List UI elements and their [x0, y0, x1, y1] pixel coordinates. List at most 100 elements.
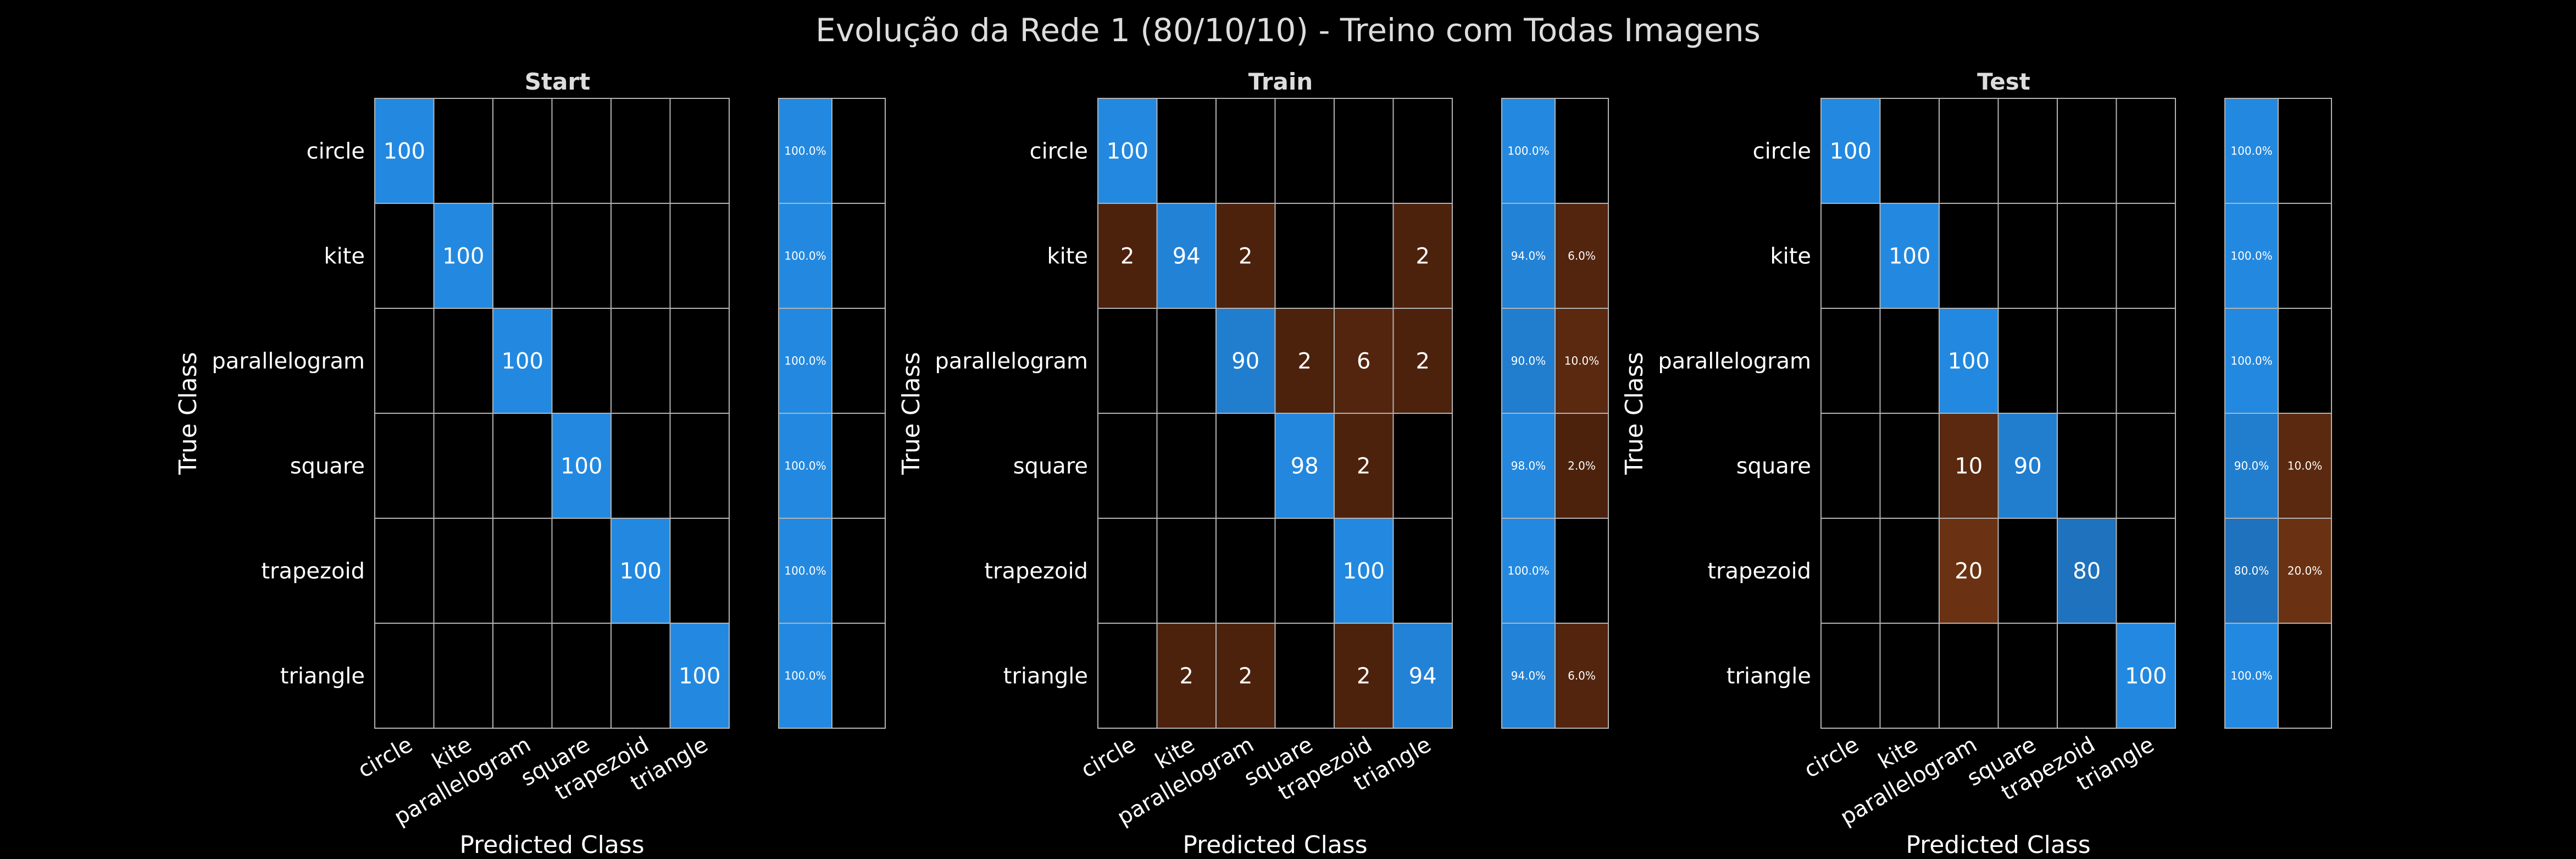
summary-cell	[831, 98, 886, 204]
cell-value: 2	[1180, 664, 1193, 689]
matrix-cell	[374, 413, 435, 519]
matrix-cell	[1820, 518, 1881, 624]
cell-value: 100	[560, 454, 602, 479]
summary-cell	[2224, 623, 2279, 729]
matrix-cell	[1215, 308, 1276, 414]
matrix-cell	[1997, 203, 2058, 309]
matrix-cell	[669, 98, 730, 204]
summary-cell	[2224, 98, 2279, 204]
cell-value: 90	[2014, 454, 2042, 479]
matrix-cell	[2116, 518, 2176, 624]
summary-cell	[778, 623, 832, 729]
cell-value: 2	[1298, 349, 1312, 374]
y-axis-label: True Class	[174, 352, 202, 475]
summary-cell	[831, 308, 886, 414]
summary-cell	[2224, 413, 2279, 519]
cell-value: 2	[1416, 244, 1430, 269]
matrix-cell	[1274, 518, 1335, 624]
matrix-cell	[1334, 413, 1394, 519]
matrix-cell	[1097, 518, 1158, 624]
cell-value: 80	[2073, 559, 2101, 584]
matrix-cell	[433, 98, 493, 204]
summary-value: 100.0%	[784, 564, 826, 578]
matrix-cell	[669, 308, 730, 414]
matrix-cell	[669, 518, 730, 624]
cell-value: 2	[1357, 664, 1370, 689]
y-tick-label: circle	[1030, 139, 1088, 164]
cell-value: 100	[679, 664, 720, 689]
x-axis-label: Predicted Class	[459, 831, 644, 859]
matrix-cell	[1939, 623, 1999, 729]
matrix-cell	[492, 413, 553, 519]
cell-value: 6	[1357, 349, 1370, 374]
x-axis-label: Predicted Class	[1182, 831, 1367, 859]
y-tick-label: triangle	[280, 664, 365, 689]
summary-cell	[778, 413, 832, 519]
summary-cell	[831, 518, 886, 624]
matrix-cell	[433, 623, 493, 729]
cell-value: 2	[1416, 349, 1430, 374]
matrix-cell	[1156, 623, 1217, 729]
summary-value: 100.0%	[784, 145, 826, 158]
matrix-cell	[1879, 98, 1940, 204]
matrix-cell	[2057, 308, 2117, 414]
cell-value: 100	[1107, 139, 1148, 164]
matrix-cell	[374, 308, 435, 414]
matrix-cell	[1097, 308, 1158, 414]
summary-value: 100.0%	[784, 669, 826, 683]
matrix-cell	[1334, 98, 1394, 204]
cell-value: 20	[1955, 559, 1983, 584]
matrix-cell	[1097, 623, 1158, 729]
summary-cell	[1555, 308, 1609, 414]
summary-cell	[831, 413, 886, 519]
summary-cell	[1501, 203, 1556, 309]
panel-title: Start	[525, 68, 590, 95]
summary-cell	[1555, 98, 1609, 204]
matrix-cell	[2116, 308, 2176, 414]
matrix-cell	[1274, 413, 1335, 519]
matrix-cell	[1997, 623, 2058, 729]
matrix-cell	[374, 518, 435, 624]
summary-cell	[1555, 623, 1609, 729]
y-tick-label: trapezoid	[1707, 559, 1811, 584]
summary-value: 94.0%	[1511, 250, 1546, 263]
summary-value: 10.0%	[1564, 354, 1600, 368]
summary-cell	[1555, 518, 1609, 624]
summary-cell	[778, 203, 832, 309]
matrix-cell	[1156, 308, 1217, 414]
y-tick-label: square	[1013, 454, 1088, 479]
matrix-cell	[610, 308, 671, 414]
panel-test: Test 100 100 100 10 90 20 80 100 circle kite parall…	[1620, 68, 2332, 859]
matrix-cell	[1939, 308, 1999, 414]
summary-value: 6.0%	[1568, 669, 1596, 683]
summary-cell	[2278, 413, 2332, 519]
matrix-cell	[669, 203, 730, 309]
matrix-cell	[2057, 98, 2117, 204]
summary-cell	[1501, 308, 1556, 414]
matrix-cell	[1820, 413, 1881, 519]
y-tick-label: triangle	[1726, 664, 1811, 689]
summary-value: 90.0%	[2234, 459, 2269, 473]
summary-value: 100.0%	[2230, 669, 2272, 683]
summary-value: 10.0%	[2288, 459, 2323, 473]
matrix-cell	[1334, 308, 1394, 414]
matrix-cell	[610, 98, 671, 204]
matrix-cell	[1820, 203, 1881, 309]
cell-value: 2	[1239, 244, 1252, 269]
matrix-cell	[2057, 203, 2117, 309]
y-tick-label: kite	[1047, 244, 1088, 269]
matrix-cell	[492, 98, 553, 204]
matrix-cell	[1392, 518, 1453, 624]
cell-value: 10	[1955, 454, 1983, 479]
summary-cell	[1501, 623, 1556, 729]
y-tick-label: parallelogram	[1658, 349, 1811, 374]
cell-value: 100	[1343, 559, 1385, 584]
matrix-cell	[374, 203, 435, 309]
matrix-cell	[1156, 98, 1217, 204]
summary-cell	[2278, 623, 2332, 729]
y-tick-label: parallelogram	[935, 349, 1088, 374]
summary-value: 90.0%	[1511, 354, 1546, 368]
matrix-cell	[1820, 98, 1881, 204]
cell-value: 100	[384, 139, 425, 164]
